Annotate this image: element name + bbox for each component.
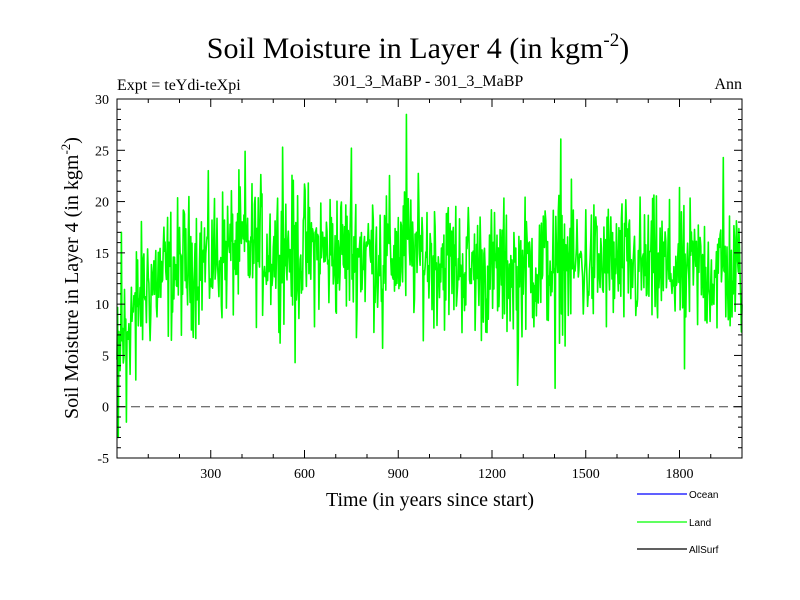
plot-layer: -5 0 5 10 15 20 25 30 300 600 900 1200 1500 1800: [95, 93, 743, 482]
x-tick-label: 1200: [478, 467, 506, 482]
subtitle-left: Expt = teYdi-teXpi: [117, 77, 241, 94]
legend-item-allsurf: AllSurf: [637, 545, 719, 556]
x-axis-label: Time (in years since start): [326, 489, 534, 511]
y-tick-label: 20: [95, 196, 109, 211]
x-tick-label: 300: [200, 467, 221, 482]
x-tick-label: 1800: [666, 467, 694, 482]
legend-label-allsurf: AllSurf: [689, 545, 719, 556]
chart-title-superscript: -2: [603, 30, 619, 51]
subtitle-right: Ann: [714, 76, 742, 93]
legend-label-land: Land: [689, 518, 711, 529]
y-tick-label: 25: [95, 144, 109, 159]
subtitle-center: 301_3_MaBP - 301_3_MaBP: [333, 73, 524, 90]
y-tick-label: 0: [102, 401, 109, 416]
chart-title-close: ): [619, 32, 629, 65]
legend: Ocean Land AllSurf: [637, 490, 719, 556]
y-tick-label: 30: [95, 93, 109, 108]
y-tick-label: -5: [97, 452, 109, 467]
series-line-land: [116, 113, 743, 439]
legend-item-land: Land: [637, 518, 711, 529]
y-axis-label-main: Soil Moisture in Layer 4 (in kgm: [61, 154, 83, 419]
x-tick-label: 600: [294, 467, 315, 482]
chart-title: Soil Moisture in Layer 4 (in kgm-2): [207, 30, 629, 65]
y-axis-label-close: ): [61, 137, 83, 144]
legend-label-ocean: Ocean: [689, 490, 718, 501]
x-tick-label: 1500: [572, 467, 600, 482]
y-axis-label-superscript: -2: [58, 144, 73, 155]
chart-title-main: Soil Moisture in Layer 4 (in kgm: [207, 32, 604, 65]
y-tick-label: 5: [102, 349, 109, 364]
y-tick-label: 10: [95, 298, 109, 313]
y-axis-label: Soil Moisture in Layer 4 (in kgm-2): [58, 137, 83, 419]
y-tick-label: 15: [95, 247, 109, 262]
legend-item-ocean: Ocean: [637, 490, 718, 501]
x-tick-label: 900: [388, 467, 409, 482]
